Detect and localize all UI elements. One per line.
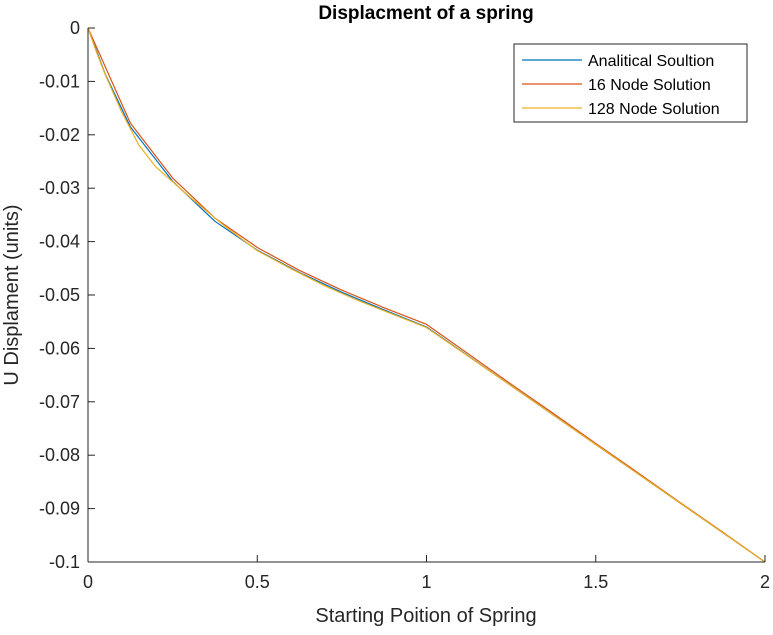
y-tick-label: -0.1 — [49, 552, 80, 572]
series-line-3 — [87, 27, 766, 563]
legend: Analitical Soultion 16 Node Solution 128 N… — [513, 43, 748, 123]
legend-entry-3: 128 Node Solution — [588, 101, 720, 118]
y-axis-label: U Displament (units) — [1, 204, 23, 385]
y-tick-label: -0.07 — [39, 392, 80, 412]
y-tick-label: -0.05 — [39, 285, 80, 305]
y-tick-label: -0.03 — [39, 178, 80, 198]
series-layer — [87, 27, 766, 563]
x-tick-label: 0.5 — [245, 572, 270, 592]
legend-entry-1: Analitical Soultion — [588, 53, 714, 70]
y-tick-label: -0.08 — [39, 445, 80, 465]
chart-title: Displacment of a spring — [318, 3, 533, 24]
axes: 0 0.5 1 1.5 2 0 -0.01 -0.02 -0.03 -0.04 -0.05 -0.06… — [39, 18, 770, 592]
y-tick-label: 0 — [70, 18, 80, 38]
x-tick-label: 1.5 — [583, 572, 608, 592]
x-tick-label: 1 — [421, 572, 431, 592]
x-tick-label: 0 — [83, 572, 93, 592]
y-tick-label: -0.06 — [39, 338, 80, 358]
y-tick-label: -0.04 — [39, 232, 80, 252]
legend-entry-2: 16 Node Solution — [588, 77, 711, 94]
series-line-2 — [87, 27, 766, 563]
legend-box — [513, 43, 748, 123]
y-tick-label: -0.02 — [39, 125, 80, 145]
y-tick-label: -0.01 — [39, 71, 80, 91]
y-tick-label: -0.09 — [39, 499, 80, 519]
x-axis-label: Starting Poition of Spring — [315, 605, 536, 627]
x-tick-label: 2 — [760, 572, 770, 592]
